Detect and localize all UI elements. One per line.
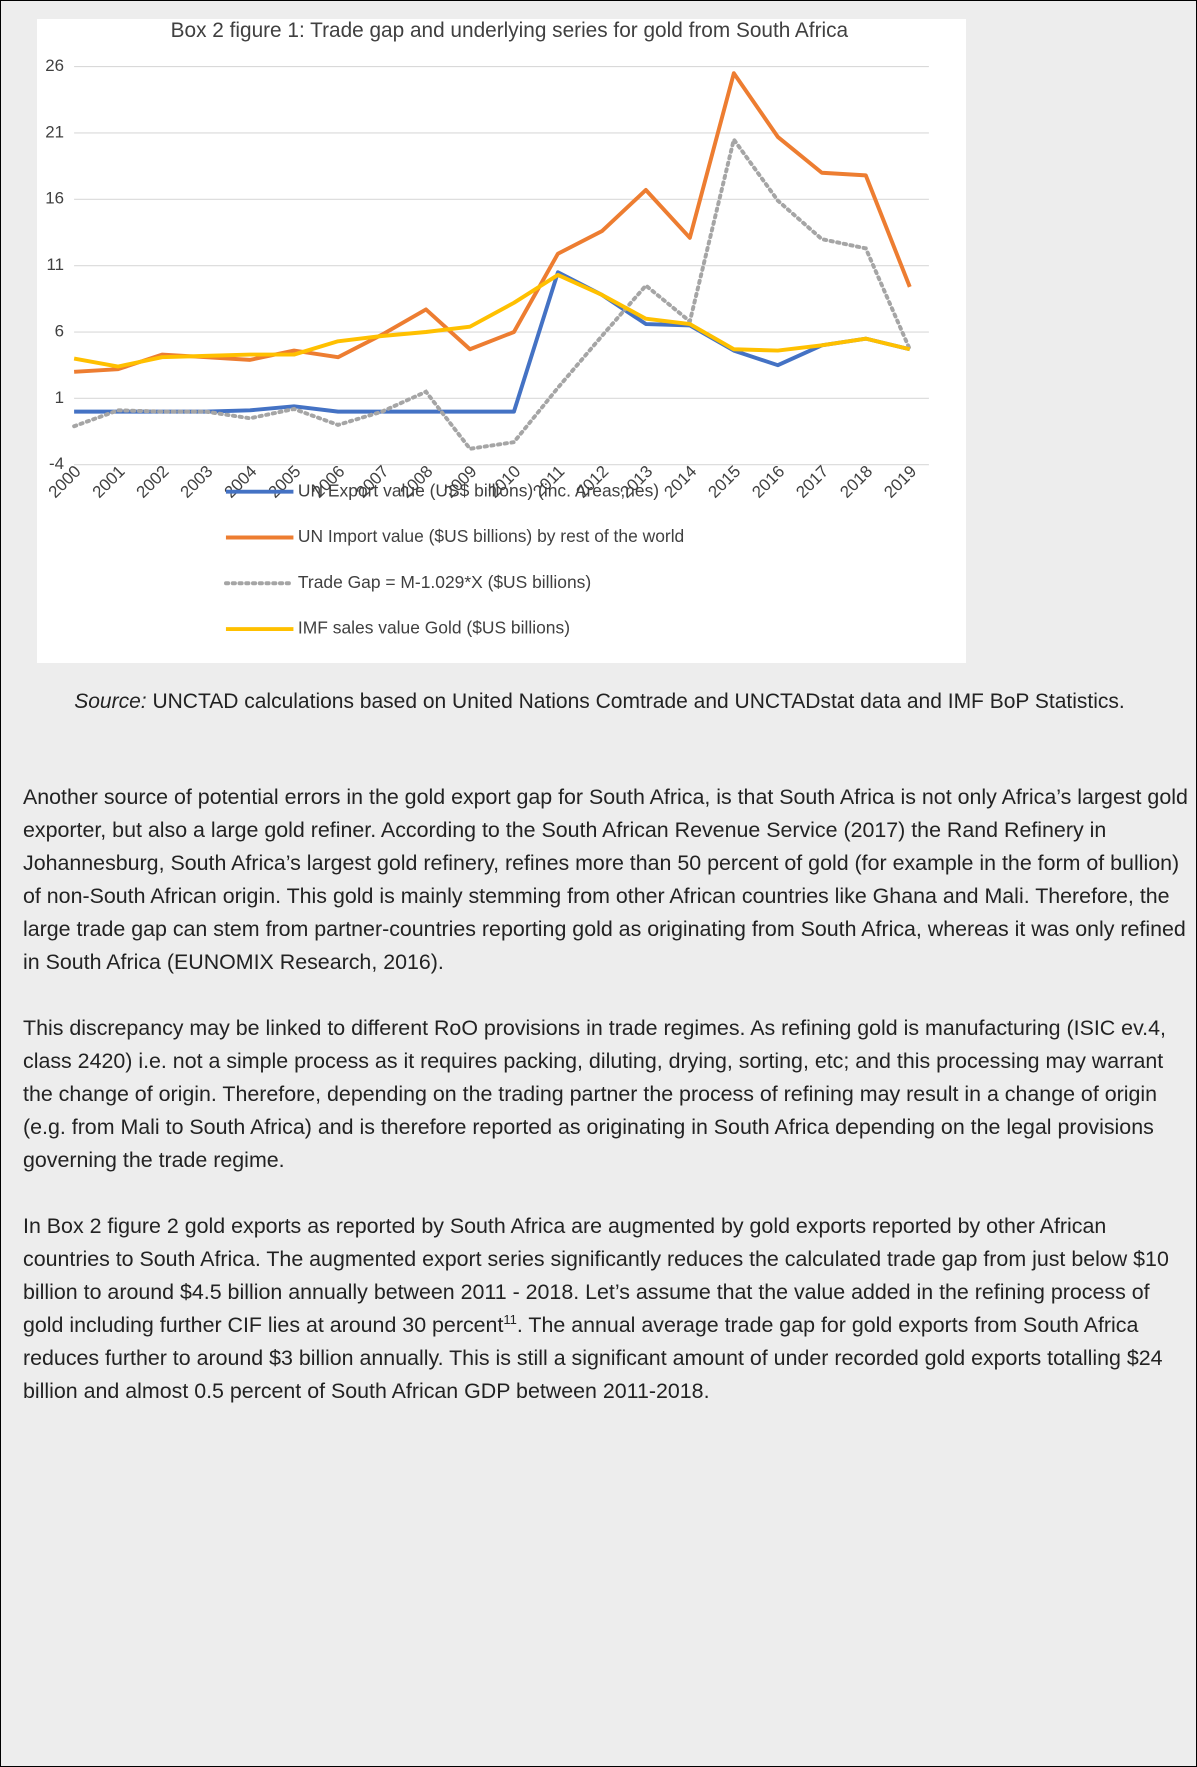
y-tick-label: 16 (45, 189, 64, 208)
y-tick-label: 11 (46, 255, 64, 274)
series-line (72, 134, 912, 451)
legend-label: Trade Gap = M-1.029*X ($US billions) (298, 572, 591, 592)
legend-label: UN Export value (US$ billions) (inc. Are… (298, 480, 659, 500)
y-tick-label: 6 (55, 321, 64, 340)
legend-label: UN Import value ($US billions) by rest o… (298, 526, 684, 546)
caption-label: Source: (74, 690, 147, 713)
legend-label: IMF sales value Gold ($US billions) (298, 618, 570, 638)
x-tick-label: 2019 (880, 462, 920, 502)
chart: Box 2 figure 1: Trade gap and underlying… (37, 19, 966, 663)
y-tick-label: 21 (45, 122, 64, 141)
paragraph: This discrepancy may be linked to differ… (23, 1016, 1166, 1172)
body-text: Another source of potential errors in th… (23, 781, 1188, 1441)
chart-title: Box 2 figure 1: Trade gap and underlying… (171, 19, 849, 42)
x-tick-label: 2018 (836, 462, 876, 502)
paragraph: Another source of potential errors in th… (23, 785, 1188, 974)
text: In Box 2 figure 2 gold exports as report… (23, 1214, 1169, 1337)
x-tick-label: 2001 (89, 462, 129, 502)
series-line (73, 71, 912, 374)
y-tick-label: -4 (49, 454, 64, 473)
paragraph: In Box 2 figure 2 gold exports as report… (23, 1210, 1188, 1408)
footnote-ref: 11 (503, 1311, 517, 1327)
y-tick-label: 1 (55, 388, 64, 407)
series-line (73, 272, 911, 369)
x-tick-label: 2016 (748, 462, 788, 502)
x-tick-label: 2003 (177, 462, 217, 502)
text: . The annual average trade gap for gold … (23, 1313, 1163, 1403)
y-tick-label: 26 (45, 56, 64, 75)
x-tick-label: 2014 (660, 462, 700, 502)
x-tick-label: 2015 (704, 462, 744, 502)
caption: Source: UNCTAD calculations based on Uni… (31, 685, 1168, 718)
x-tick-label: 2004 (221, 462, 261, 502)
x-tick-label: 2017 (792, 462, 832, 502)
caption-text: UNCTAD calculations based on United Nati… (152, 690, 1125, 713)
x-tick-label: 2002 (133, 462, 173, 502)
